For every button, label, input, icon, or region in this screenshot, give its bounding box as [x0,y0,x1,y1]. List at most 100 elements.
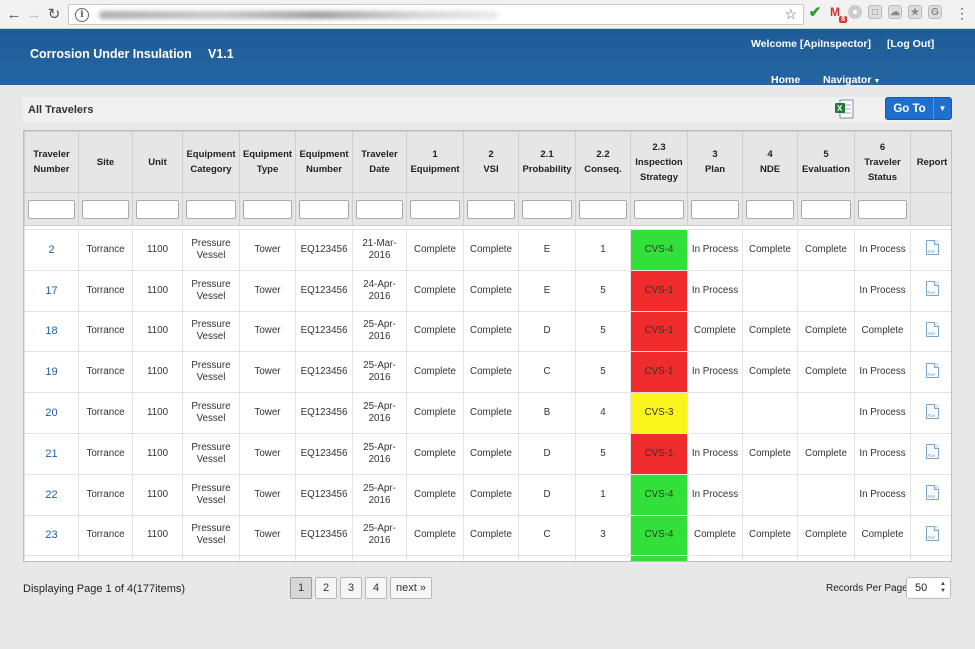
traveler-number-link[interactable]: 21 [24,432,79,475]
records-per-page-select[interactable]: 50 ▲ ▼ [906,577,951,599]
traveler-date-cell: 25-Apr-2016 [352,514,407,557]
nde-status-cell: Complete [742,310,798,353]
traveler-number-link[interactable]: 20 [24,392,79,434]
traveler-number-link[interactable]: 19 [24,351,79,394]
checkmark-extension-icon[interactable]: ✔ [808,4,822,21]
goto-button[interactable]: Go To ▼ [885,97,952,120]
caret-down-icon: ▼ [873,78,881,85]
pdf-report-icon[interactable] [925,444,939,462]
column-header[interactable]: 4 NDE [742,131,798,193]
column-header[interactable]: 2.2 Conseq. [575,131,631,193]
traveler-number-link[interactable]: 2 [24,229,79,271]
column-filter-input[interactable] [746,199,794,219]
pdf-report-icon[interactable] [925,240,939,258]
pdf-report-icon[interactable] [925,281,939,299]
table-row: 2 Torrance 1100 Pressure Vessel Tower EQ12345… [24,229,951,271]
bookmark-star-icon[interactable]: ☆ [784,6,797,22]
address-bar[interactable]: i ☆ [68,4,804,25]
column-filter-input[interactable] [634,199,684,219]
column-header[interactable]: Report [910,131,951,193]
pdf-report-icon[interactable] [925,321,939,340]
column-header[interactable]: 5 Evaluation [797,131,855,193]
probability-cell: B [518,392,576,434]
column-filter-input[interactable] [522,199,572,219]
logout-link[interactable]: [Log Out] [887,38,935,50]
partial-cell [687,555,743,561]
column-header[interactable]: Equipment Category [182,131,240,193]
excel-export-icon[interactable]: X [834,98,854,120]
column-filter-input[interactable] [186,199,236,219]
column-filter-input[interactable] [691,199,739,219]
column-filter-input[interactable] [801,199,851,219]
plan-status-cell: In Process [687,229,743,271]
column-header[interactable]: 2.3 Inspection Strategy [630,131,688,193]
traveler-number-link[interactable]: 22 [24,473,79,516]
traveler-status-cell: In Process [854,432,911,475]
traveler-number-link[interactable]: 18 [24,310,79,353]
column-label: VSI [483,164,499,175]
unit-cell: 1100 [132,351,183,394]
column-filter-input[interactable] [467,199,515,219]
column-label: Site [96,156,115,168]
filter-cell [854,192,911,226]
partial-cell [797,555,855,561]
goto-caret-icon[interactable]: ▼ [938,104,947,113]
column-header[interactable]: Equipment Number [295,131,353,193]
page-button[interactable]: 4 [365,577,387,599]
vsi-status-cell: Complete [463,432,519,475]
page-button[interactable]: 1 [290,577,312,599]
extension-circle-icon[interactable]: ● [848,5,862,19]
extension-g-icon[interactable]: G [928,5,942,19]
column-filter-input[interactable] [28,199,75,219]
column-header[interactable]: Unit [132,131,183,193]
equipment-number-cell: EQ123456 [295,392,353,434]
column-filter-input[interactable] [410,199,460,219]
traveler-number-link[interactable]: 23 [24,514,79,557]
column-header[interactable]: Traveler Date [352,131,407,193]
nav-home-link[interactable]: Home [771,74,801,86]
page-button[interactable]: 2 [315,577,337,599]
column-header[interactable]: Equipment Type [239,131,296,193]
pdf-report-icon[interactable] [925,362,939,381]
forward-arrow-icon[interactable]: → [26,5,42,23]
column-filter-input[interactable] [135,199,180,219]
column-step-number: 2.2 [596,149,610,160]
unit-cell: 1100 [132,229,183,271]
site-cell: Torrance [78,269,133,312]
extension-box-icon[interactable]: □ [868,5,882,19]
column-header[interactable]: 2 VSI [463,131,519,193]
vsi-status-cell: Complete [463,514,519,557]
column-header[interactable]: 6 Traveler Status [854,131,911,193]
back-arrow-icon[interactable]: ← [6,5,22,23]
column-header[interactable]: Site [78,131,133,193]
next-page-button[interactable]: next » [390,577,432,599]
filter-cell [463,192,519,226]
extension-cloud-icon[interactable]: ☁ [888,5,902,19]
column-label: Equipment Category [186,149,236,175]
pdf-report-icon[interactable] [925,485,939,503]
extension-puzzle-icon[interactable]: ★ [908,5,922,19]
column-header[interactable]: 2.1 Probability [518,131,576,193]
inspection-strategy-cell: CVS-4 [630,514,688,557]
info-icon[interactable]: i [75,7,89,22]
pdf-report-icon[interactable] [925,525,939,544]
column-filter-input[interactable] [579,199,627,219]
pdf-report-icon[interactable] [925,403,939,422]
column-filter-input[interactable] [243,199,292,219]
column-header[interactable]: Traveler Number [24,131,79,193]
column-filter-input[interactable] [356,199,403,219]
column-header[interactable]: 3 Plan [687,131,743,193]
column-filter-input[interactable] [299,199,349,219]
browser-menu-icon[interactable]: ⋮ [955,5,969,21]
reload-icon[interactable]: ↻ [47,6,61,23]
traveler-number-link[interactable]: 17 [24,269,79,312]
column-filter-input[interactable] [858,199,907,219]
nav-navigator-menu[interactable]: Navigator ▼ [823,74,880,86]
partial-cell [295,555,353,561]
column-header[interactable]: 1 Equipment [406,131,464,193]
column-filter-input[interactable] [82,199,129,219]
equipment-number-cell: EQ123456 [295,514,353,557]
equipment-type-cell: Tower [239,351,296,394]
page-button[interactable]: 3 [340,577,362,599]
